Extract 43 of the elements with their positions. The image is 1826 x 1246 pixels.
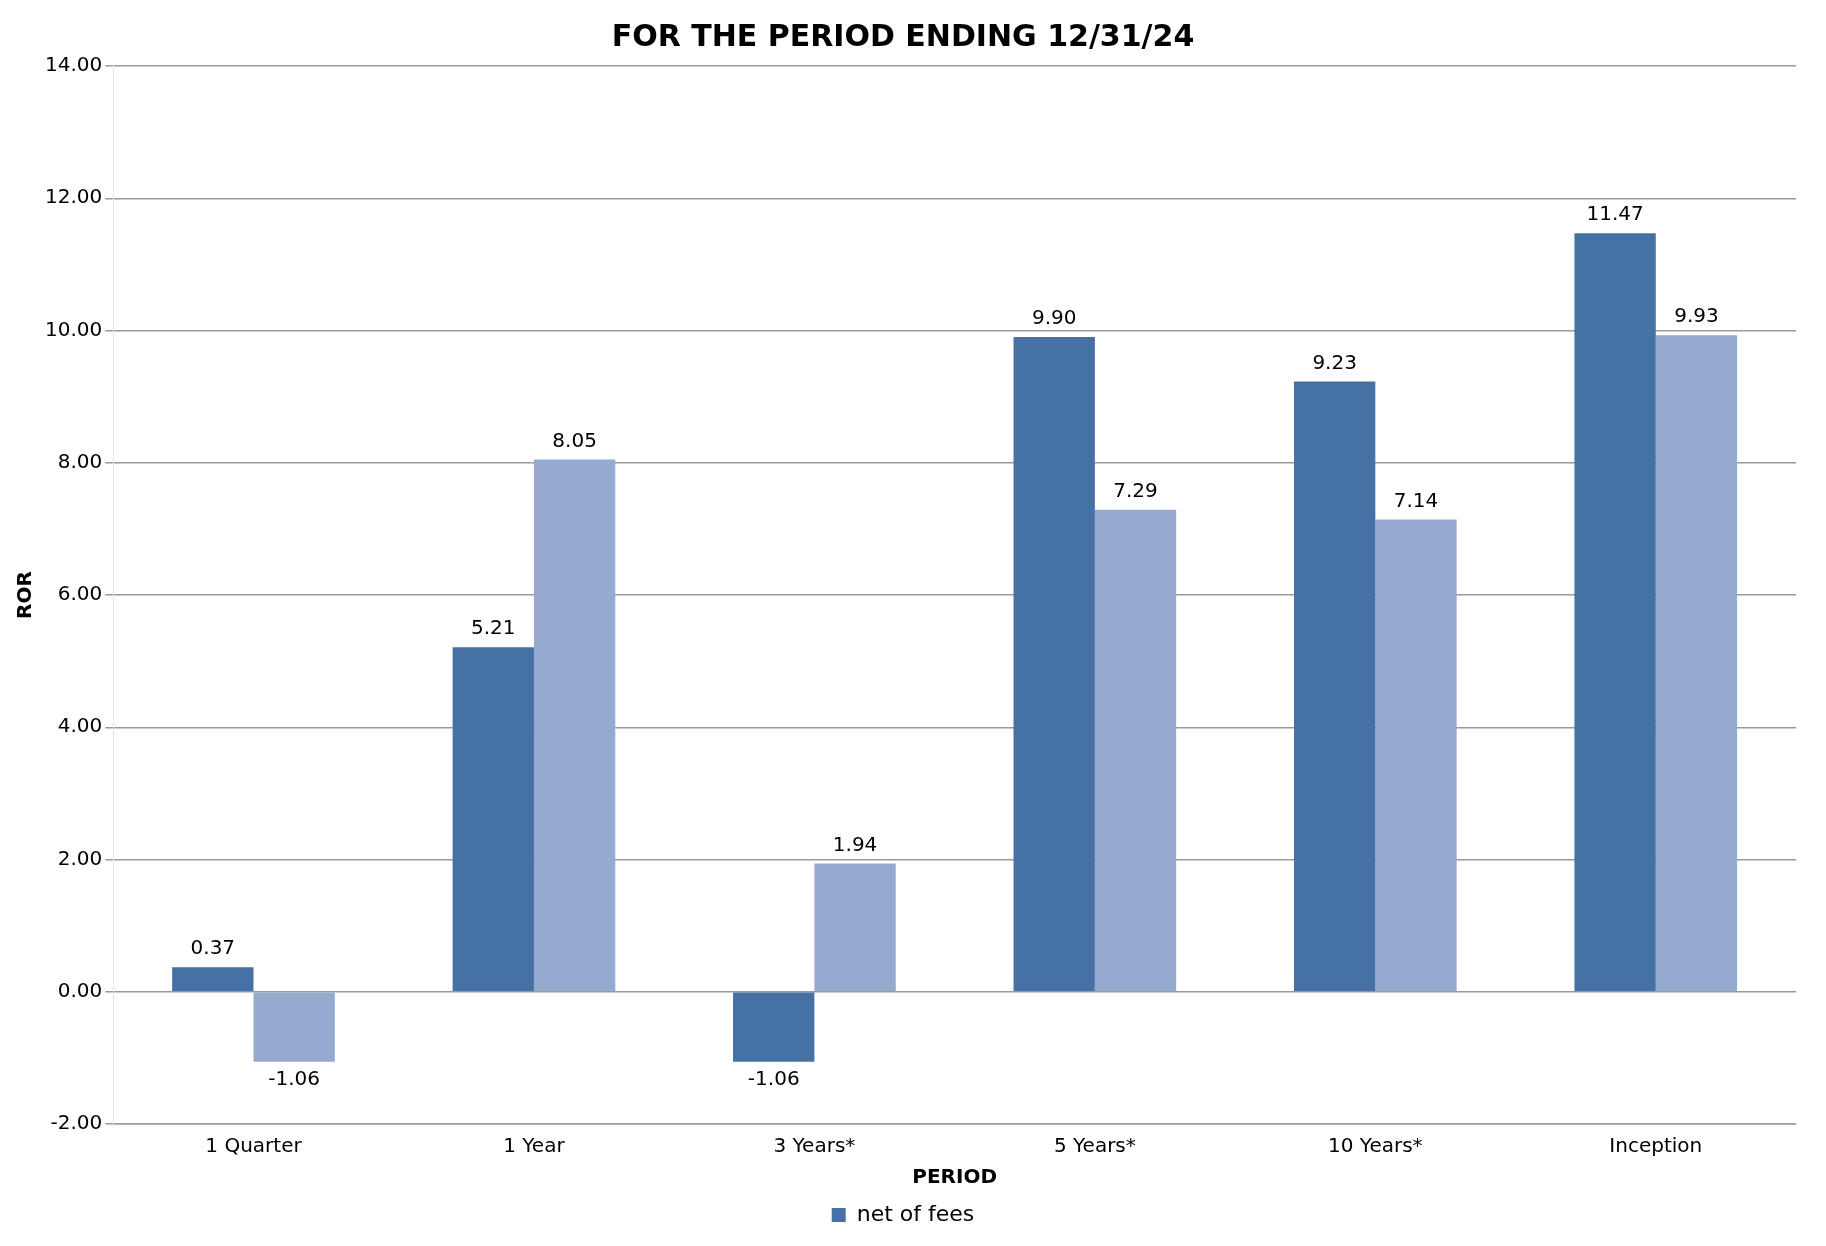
x-tick-label: 5 Years* (1053, 1133, 1136, 1158)
data-label: 0.37 (190, 935, 236, 960)
chart-title: FOR THE PERIOD ENDING 12/31/24 (611, 17, 1195, 53)
bar (253, 992, 335, 1062)
y-tick-label: 6.00 (57, 581, 103, 606)
data-label: 9.90 (1031, 305, 1077, 330)
data-label: 5.21 (471, 615, 516, 640)
data-label: 11.47 (1586, 201, 1644, 226)
x-tick-label: 10 Years* (1328, 1133, 1423, 1158)
y-tick-label: 12.00 (44, 184, 103, 209)
data-label: 9.93 (1674, 303, 1719, 328)
y-tick-label: 4.00 (57, 713, 103, 738)
bar (733, 992, 815, 1062)
bar (1655, 335, 1738, 991)
y-tick-label: 10.00 (44, 316, 103, 341)
x-tick-label: 3 Years* (773, 1133, 856, 1158)
x-tick-label: 1 Year (503, 1133, 566, 1158)
y-tick-label: -2.00 (50, 1110, 103, 1135)
y-tick-label: 14.00 (44, 52, 103, 77)
data-label: 1.94 (832, 831, 878, 856)
bar (1375, 519, 1457, 991)
y-tick-label: 2.00 (57, 845, 103, 870)
bar (533, 459, 616, 991)
data-label: 7.14 (1393, 487, 1439, 512)
data-label: 9.23 (1312, 349, 1357, 374)
bar (1293, 381, 1376, 991)
bar (1094, 509, 1177, 991)
data-label: -1.06 (268, 1066, 321, 1091)
x-tick-label: Inception (1609, 1133, 1703, 1158)
data-label: 8.05 (552, 427, 597, 452)
bar (172, 967, 254, 991)
x-tick-label: 1 Quarter (205, 1133, 303, 1158)
x-axis-title: PERIOD (912, 1164, 998, 1189)
legend-label: net of fees (856, 1200, 975, 1226)
data-label: 7.29 (1113, 477, 1158, 502)
bar (1574, 233, 1656, 991)
bar (452, 647, 534, 991)
y-tick-label: 0.00 (57, 977, 103, 1002)
data-label: -1.06 (747, 1066, 800, 1091)
bar (814, 863, 896, 991)
y-tick-label: 8.00 (57, 448, 103, 473)
y-axis-title: ROR (12, 571, 37, 619)
bar (1013, 337, 1095, 991)
